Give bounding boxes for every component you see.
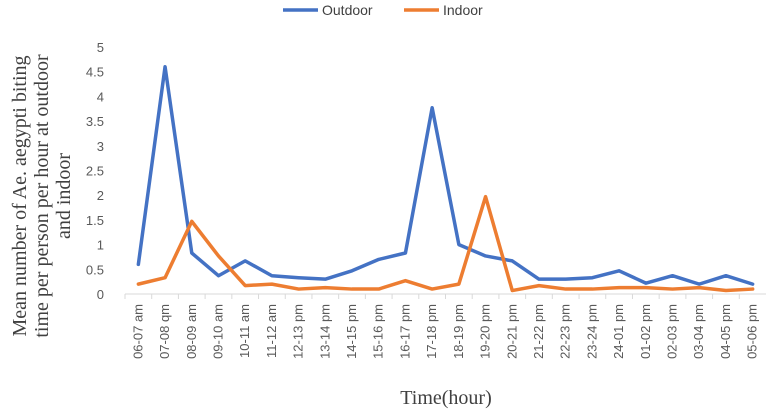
x-tick-label: 18-19 pm — [451, 304, 466, 359]
x-tick-label: 04-05 pm — [718, 304, 733, 359]
y-tick-label: 0 — [97, 287, 104, 302]
x-tick-label: 05-06 pm — [745, 304, 760, 359]
y-tick-label: 4 — [97, 89, 104, 104]
x-tick-label: 03-04 pm — [691, 304, 706, 359]
legend-label-indoor: Indoor — [443, 2, 483, 18]
y-tick-label: 1 — [97, 238, 104, 253]
x-tick-label: 13-14 pm — [317, 304, 332, 359]
y-tick-label: 1.5 — [86, 213, 104, 228]
x-tick-label: 22-23 pm — [558, 304, 573, 359]
y-tick-label: 2 — [97, 188, 104, 203]
y-axis-title: Mean number of Ae. aegypti bitingtime pe… — [9, 54, 75, 338]
x-tick-label: 21-22 pm — [531, 304, 546, 359]
x-tick-label: 15-16 pm — [371, 304, 386, 359]
x-axis-ticks: 06-07 am 07-08 qm 08-09 am 09-10 am 10-11 am… — [124, 294, 760, 359]
y-axis-ticks: 0 0.5 1 1.5 2 2.5 3 3.5 4 4.5 5 — [86, 40, 104, 302]
y-tick-label: 0.5 — [86, 262, 104, 277]
y-axis-title-line: time per person per hour at outdoor — [31, 54, 53, 338]
x-tick-label: 01-02 pm — [638, 304, 653, 359]
series-layer — [136, 65, 755, 293]
x-tick-label: 24-01 pm — [611, 304, 626, 359]
series-line-indoor — [136, 194, 755, 293]
x-tick-label: 14-15 pm — [344, 304, 359, 359]
x-tick-label: 07-08 qm — [157, 304, 172, 359]
y-tick-label: 3 — [97, 139, 104, 154]
y-tick-label: 3.5 — [86, 114, 104, 129]
x-tick-label: 09-10 am — [210, 304, 225, 359]
legend-label-outdoor: Outdoor — [322, 2, 373, 18]
x-tick-label: 06-07 am — [130, 304, 145, 359]
x-tick-label: 17-18 pm — [424, 304, 439, 359]
x-tick-label: 23-24 pm — [584, 304, 599, 359]
y-tick-label: 5 — [97, 40, 104, 55]
x-tick-label: 10-11 am — [237, 304, 252, 358]
y-tick-label: 2.5 — [86, 164, 104, 179]
x-tick-label: 16-17 pm — [397, 304, 412, 359]
x-tick-label: 08-09 am — [184, 304, 199, 359]
y-axis-title-line: and indoor — [53, 153, 75, 239]
x-tick-label: 19-20 pm — [478, 304, 493, 359]
x-tick-label: 12-13 pm — [291, 304, 306, 359]
y-tick-label: 4.5 — [86, 65, 104, 80]
x-tick-label: 02-03 pm — [665, 304, 680, 359]
series-line-outdoor — [136, 65, 755, 286]
x-axis-title: Time(hour) — [400, 387, 491, 409]
y-axis-title-line: Mean number of Ae. aegypti biting — [9, 55, 31, 336]
x-tick-label: 11-12 am — [264, 304, 279, 358]
x-tick-label: 20-21 pm — [504, 304, 519, 359]
legend: Outdoor Indoor — [283, 2, 483, 18]
